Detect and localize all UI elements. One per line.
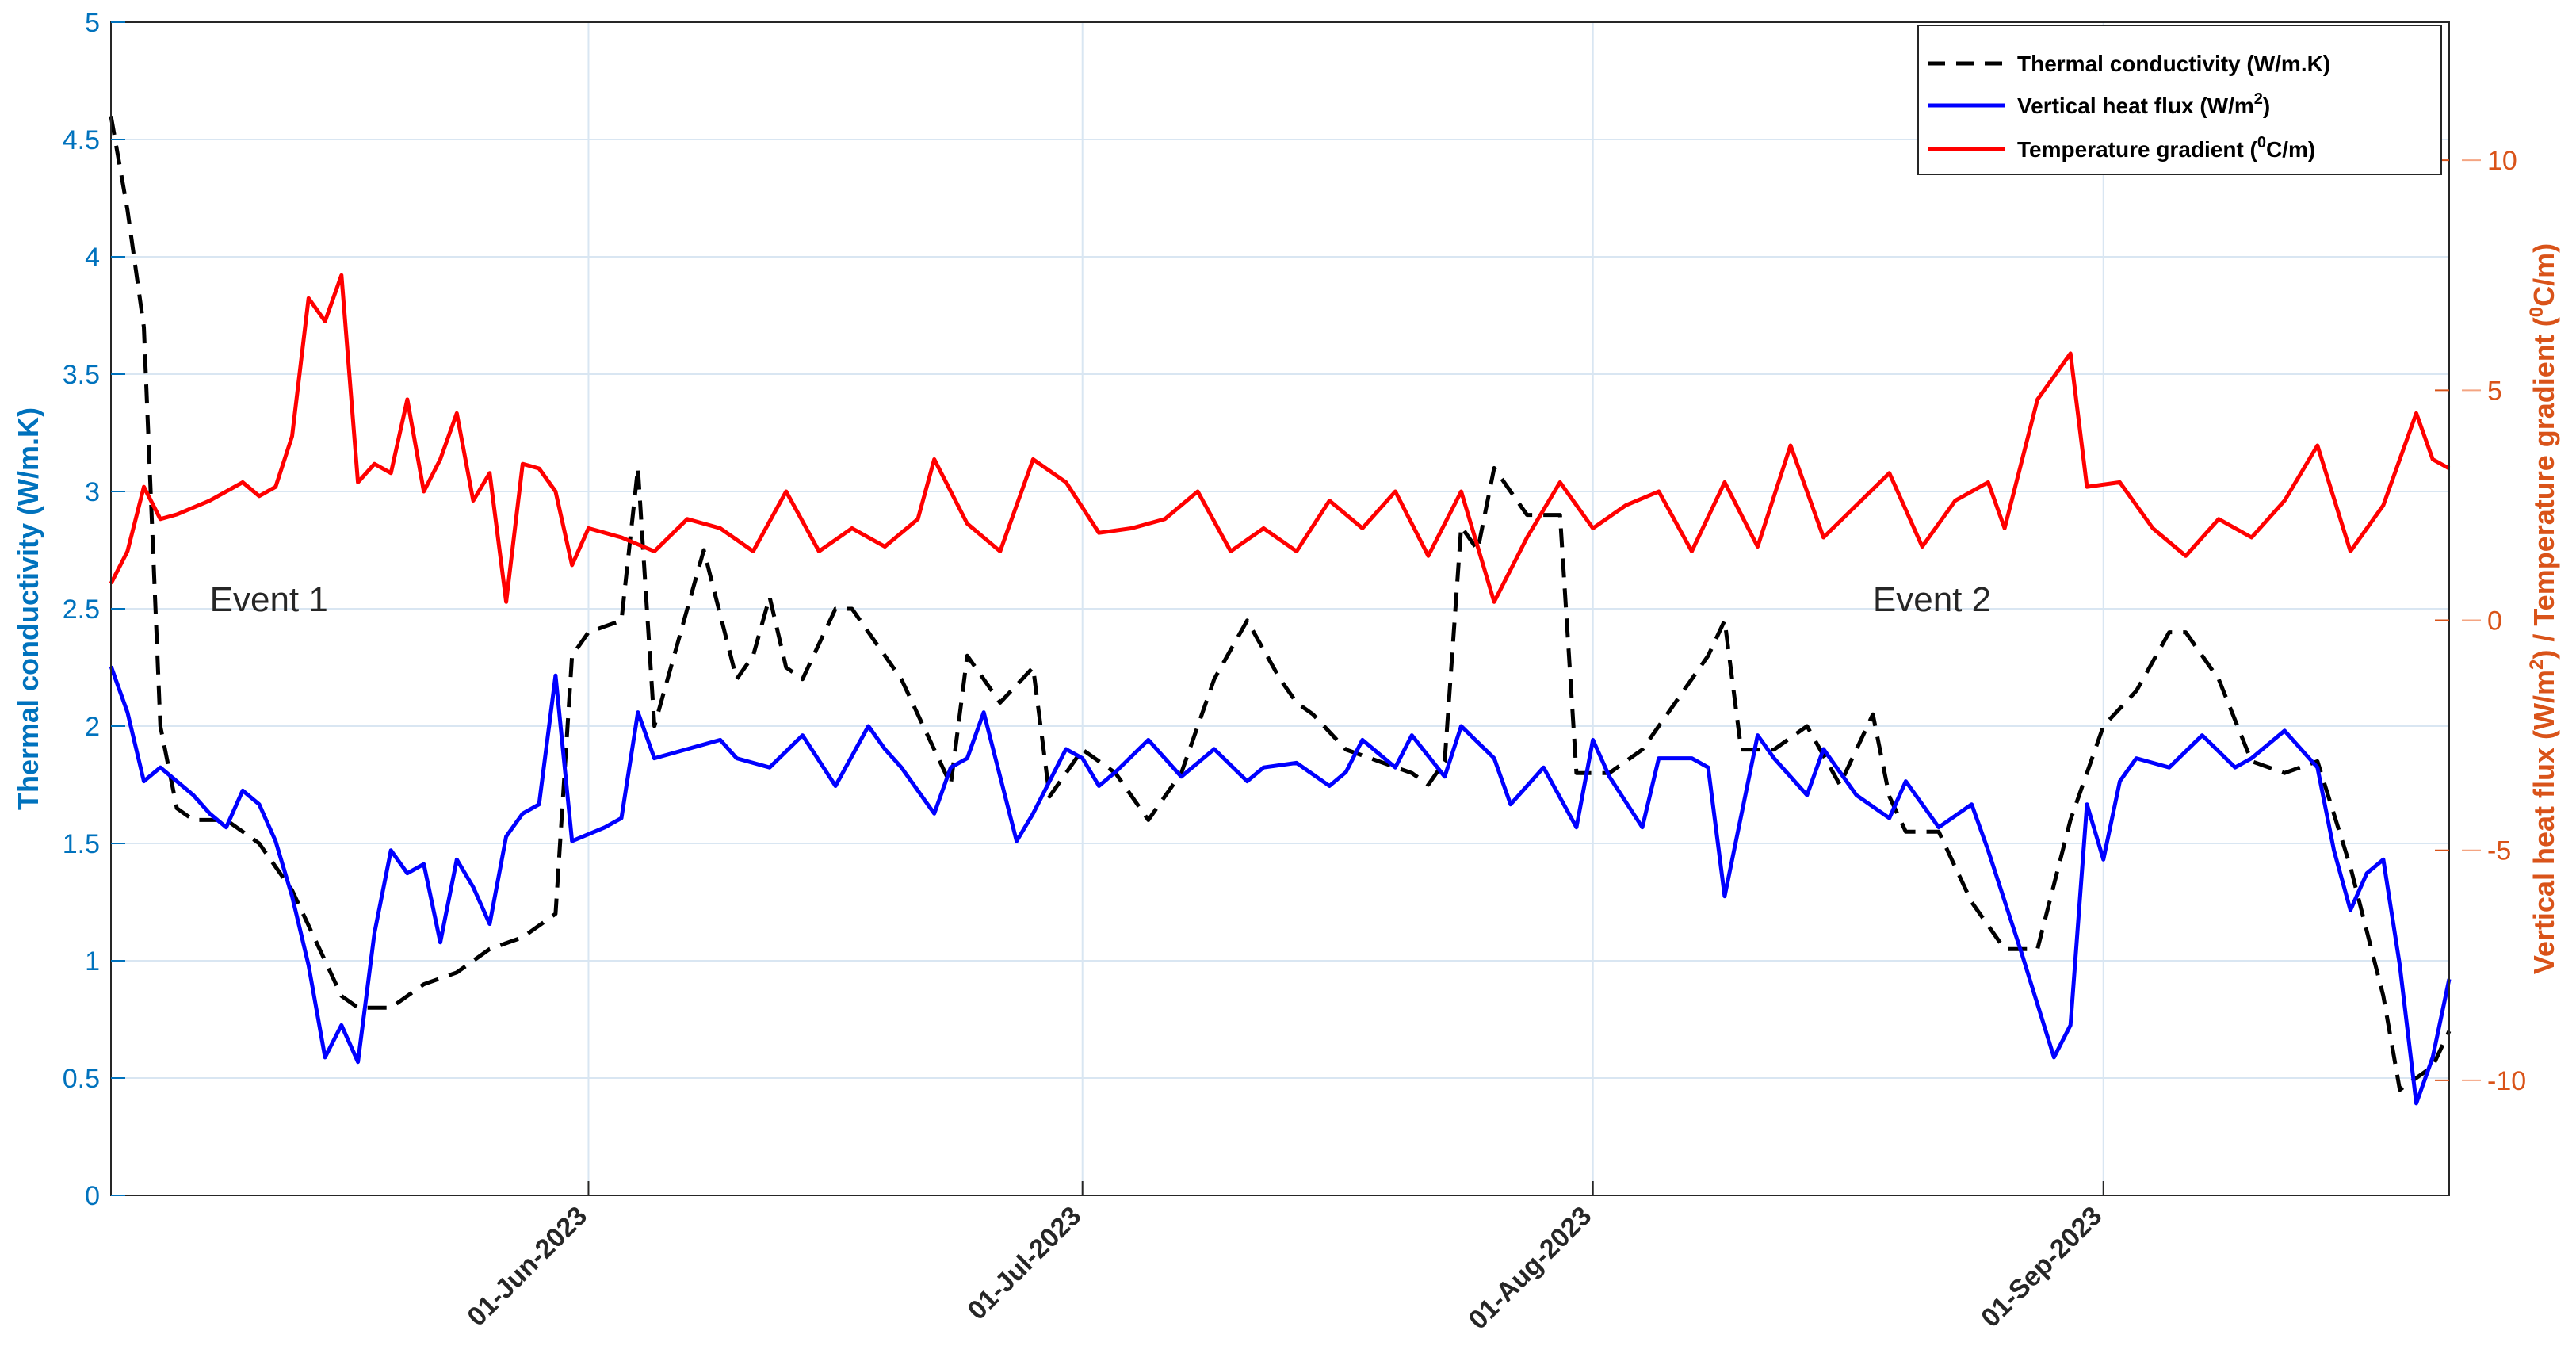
x-axis-ticks: 01-Jun-2023 01-Jul-2023 01-Aug-2023 01-Sep-…	[461, 1181, 2108, 1336]
right-axis-ticks: -10 -5 0 5 10	[2435, 146, 2526, 1096]
left-tick-label-10: 5	[85, 8, 100, 38]
x-tick-label-1: 01-Jul-2023	[962, 1201, 1087, 1326]
x-tick-label-3: 01-Sep-2023	[1975, 1201, 2108, 1333]
legend-label-temperature-gradient: Temperature gradient (0C/m)	[2017, 134, 2315, 162]
y-axis-right-label-sup1: 2	[2526, 660, 2547, 670]
left-tick-label-4: 2	[85, 712, 100, 742]
left-tick-label-1: 0.5	[63, 1064, 100, 1094]
series-line-thermal-conductivity	[109, 115, 2452, 1092]
right-tick-label-3: 5	[2487, 376, 2502, 406]
y-axis-right-label-suffix: C/m)	[2528, 243, 2560, 307]
legend-0-text: Thermal conductivity (W/m.K)	[2017, 52, 2330, 76]
legend-1-sup: 2	[2254, 90, 2263, 108]
x-tick-label-0: 01-Jun-2023	[461, 1201, 593, 1332]
annotations: Event 1 Event 2	[210, 580, 1991, 619]
y-axis-left-label: Thermal conductivity (W/m.K)	[12, 407, 44, 810]
left-tick-label-9: 4.5	[63, 125, 100, 155]
left-tick-label-6: 3	[85, 477, 100, 507]
right-tick-label-0: -10	[2487, 1066, 2526, 1096]
series-line-vertical-heat-flux	[109, 665, 2452, 1106]
y-axis-right-label-mid: ) / Temperature gradient (	[2528, 317, 2560, 659]
legend-label-vertical-heat-flux: Vertical heat flux (W/m2)	[2017, 90, 2270, 118]
left-tick-label-7: 3.5	[63, 360, 100, 390]
y-axis-right-label-prefix: Vertical heat flux (W/m	[2528, 670, 2560, 974]
legend: Thermal conductivity (W/m.K) Vertical he…	[1917, 25, 2442, 175]
legend-2-sup: 0	[2257, 134, 2266, 151]
left-axis-ticks: 0 0.5 1 1.5 2 2.5 3 3.5 4 4.5 5	[63, 8, 125, 1211]
right-tick-label-1: -5	[2487, 836, 2511, 866]
legend-2-text: Temperature gradient (	[2017, 137, 2258, 162]
left-tick-label-8: 4	[85, 243, 100, 273]
y-axis-right-label-sup2: 0	[2526, 307, 2547, 317]
right-tick-label-4: 10	[2487, 146, 2517, 176]
left-tick-label-5: 2.5	[63, 595, 100, 625]
left-tick-label-2: 1	[85, 946, 100, 977]
legend-2-tail: C/m)	[2266, 137, 2315, 162]
y-axis-right-label: Vertical heat flux (W/m2) / Temperature …	[2526, 243, 2560, 974]
series-line-temperature-gradient	[109, 273, 2451, 604]
legend-1-text: Vertical heat flux (W/m	[2017, 94, 2254, 118]
left-tick-label-0: 0	[85, 1181, 100, 1211]
right-tick-label-2: 0	[2487, 606, 2502, 637]
legend-1-tail: )	[2263, 94, 2270, 118]
legend-label-thermal-conductivity: Thermal conductivity (W/m.K)	[2017, 52, 2330, 76]
annotation-event-2: Event 2	[1873, 580, 1991, 619]
annotation-event-1: Event 1	[210, 580, 328, 619]
x-tick-label-2: 01-Aug-2023	[1463, 1201, 1598, 1336]
left-tick-label-3: 1.5	[63, 829, 100, 859]
series-group	[109, 115, 2452, 1106]
